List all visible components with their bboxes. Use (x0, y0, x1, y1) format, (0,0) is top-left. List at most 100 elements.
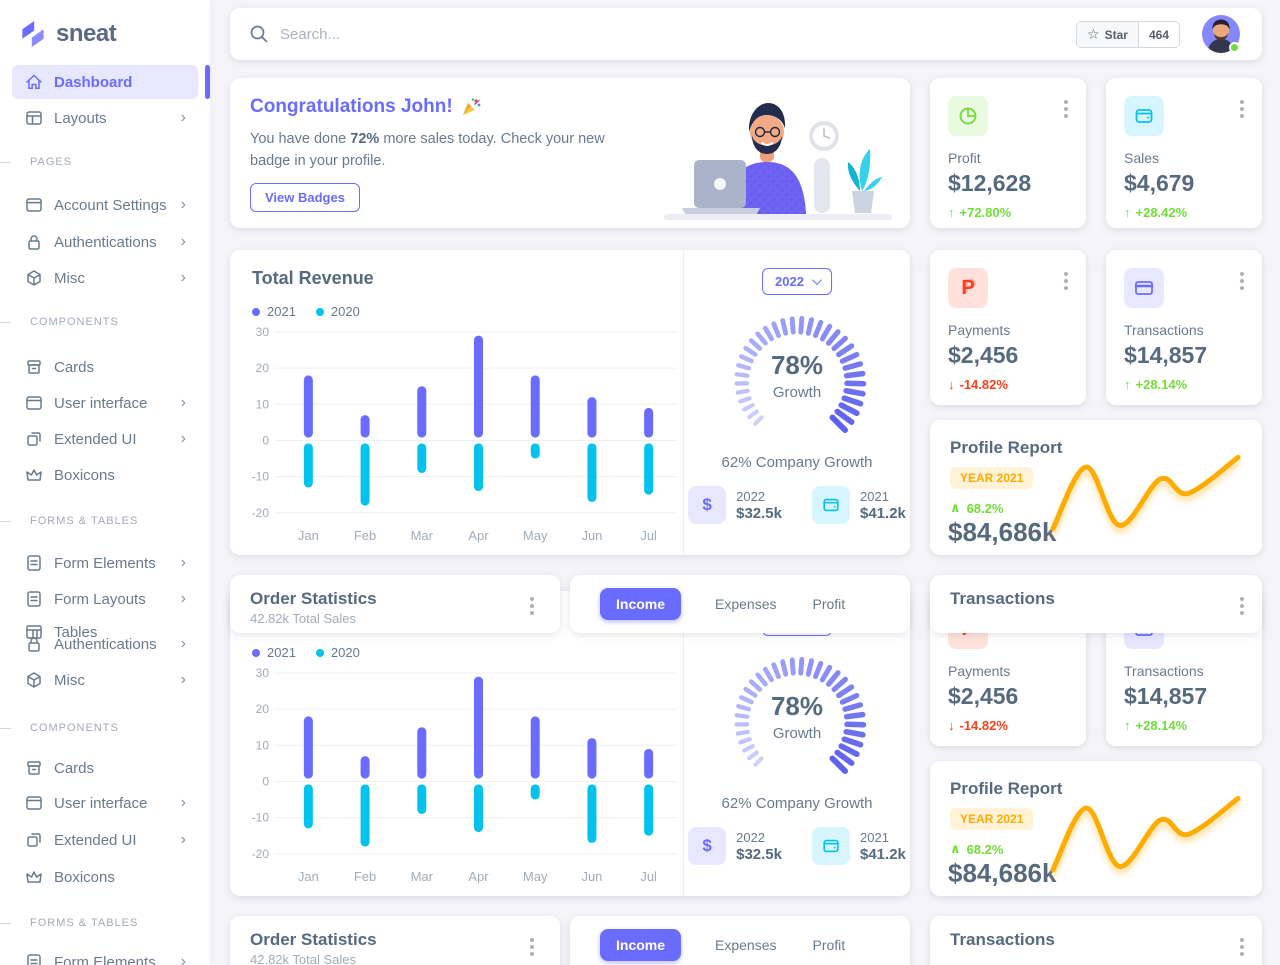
chart-legend: 2021 2020 (252, 645, 360, 660)
sidebar-item-cards[interactable]: Cards (12, 350, 198, 384)
svg-text:Apr: Apr (468, 869, 489, 884)
extended-ui-icon (27, 432, 41, 446)
total-revenue-chart-section: Total Revenue 2021 2020 30 20 10 0 -10 -20 Jan F… (230, 250, 683, 555)
tab-profit[interactable]: Profit (811, 929, 848, 961)
transactions-card-menu-button[interactable] (1236, 268, 1248, 294)
search-input[interactable] (280, 8, 660, 60)
chevron-right-icon: › (180, 831, 186, 848)
svg-text:10: 10 (256, 397, 270, 411)
payments-delta: ↓ -14.82% (948, 718, 1008, 733)
svg-text:May: May (523, 869, 548, 884)
total-revenue-card: Total Revenue 2021 2020 30 20 10 0 -10 -20 Jan F… (230, 250, 910, 555)
transactions-panel-menu-button[interactable] (1236, 934, 1248, 960)
crown-icon (26, 871, 42, 883)
profile-report-delta: ∧ 68.2% (950, 841, 1004, 857)
sales-card-menu-button[interactable] (1236, 96, 1248, 122)
sidebar-item-form-layouts[interactable]: Form Layouts › (12, 582, 198, 616)
profile-report-sparkline (1050, 454, 1241, 532)
star-label: Star (1104, 27, 1128, 42)
svg-text:-10: -10 (252, 811, 270, 825)
sidebar-item-account-settings[interactable]: Account Settings › (12, 188, 198, 222)
legend-item-2020[interactable]: 2020 (315, 645, 360, 660)
sidebar-item-extended-ui[interactable]: Extended UI › (12, 422, 198, 456)
revenue-bar-chart: 30 20 10 0 -10 -20 Jan Feb Mar Apr May Jun Jul (252, 325, 677, 543)
form-icon (27, 591, 41, 607)
legend-item-2021[interactable]: 2021 (252, 645, 296, 660)
nav-scroll-indicator[interactable] (205, 65, 210, 99)
growth-label: Growth (772, 725, 822, 742)
year-select-dropdown[interactable]: 2022 (762, 268, 832, 295)
year-badge: YEAR 2021 (950, 467, 1034, 489)
svg-text:Jun: Jun (581, 869, 602, 884)
chevron-right-icon: › (180, 554, 186, 571)
year-2022-stat: $ 2022 $32.5k (688, 827, 782, 865)
sidebar-section-forms-tables: FORMS & TABLES (0, 913, 210, 933)
transactions-label: Transactions (1124, 663, 1204, 679)
svg-text:Feb: Feb (354, 869, 376, 884)
avatar[interactable] (1202, 15, 1240, 53)
payments-card-menu-button[interactable] (1060, 268, 1072, 294)
tab-expenses[interactable]: Expenses (713, 929, 778, 961)
svg-text:Jan: Jan (298, 528, 319, 543)
tab-expenses[interactable]: Expenses (713, 588, 778, 620)
wallet-icon (1124, 96, 1164, 136)
sidebar-item-user-interface[interactable]: User interface › (12, 386, 198, 420)
view-badges-button[interactable]: View Badges (250, 183, 360, 212)
tab-income[interactable]: Income (600, 588, 682, 620)
transactions-delta: ↑ +28.14% (1124, 718, 1188, 733)
svg-text:0: 0 (262, 433, 269, 447)
payments-label: Payments (948, 663, 1011, 679)
transactions-panel-card: Transactions (930, 575, 1262, 633)
profile-report-card-duplicate: Profile Report YEAR 2021 ∧ 68.2% $84,686k (930, 761, 1262, 896)
sidebar-item-form-elements[interactable]: Form Elements › (12, 945, 198, 965)
transactions-panel-menu-button[interactable] (1236, 593, 1248, 619)
brand-logo[interactable]: sneat (20, 20, 117, 48)
tab-income[interactable]: Income (600, 929, 682, 961)
svg-text:0: 0 (262, 774, 269, 788)
chevron-right-icon: › (180, 233, 186, 250)
tab-profit[interactable]: Profit (811, 588, 848, 620)
order-statistics-menu-button[interactable] (526, 934, 538, 960)
order-statistics-card-bottom: Order Statistics 42.82k Total Sales (230, 916, 560, 965)
profile-report-card: Profile Report YEAR 2021 ∧ 68.2% $84,686k (930, 420, 1262, 555)
legend-item-2020[interactable]: 2020 (315, 304, 360, 319)
legend-item-2021[interactable]: 2021 (252, 304, 296, 319)
sidebar-item-authentications[interactable]: Authentications › (12, 627, 198, 661)
chart-pie-icon (948, 96, 988, 136)
credit-card-icon (1124, 268, 1164, 308)
payments-label: Payments (948, 322, 1011, 338)
wallet-icon (812, 827, 850, 865)
year-badge: YEAR 2021 (950, 808, 1034, 830)
home-icon (26, 74, 42, 89)
income-tabs-card: Income Expenses Profit (570, 575, 910, 633)
growth-value: 78% (770, 350, 824, 380)
payments-value: $2,456 (948, 683, 1019, 709)
order-statistics-menu-button[interactable] (526, 593, 538, 619)
sidebar-item-extended-ui[interactable]: Extended UI › (12, 823, 198, 857)
github-star-button[interactable]: ☆ Star 464 (1076, 21, 1180, 48)
transactions-panel-card-bottom: Transactions (930, 916, 1262, 965)
transactions-panel-title: Transactions (950, 589, 1055, 608)
profit-delta: ↑ +72.80% (948, 205, 1012, 220)
chevron-right-icon: › (180, 671, 186, 688)
sidebar-item-cards[interactable]: Cards (12, 751, 198, 785)
profit-card-menu-button[interactable] (1060, 96, 1072, 122)
sidebar-item-form-elements[interactable]: Form Elements › (12, 546, 198, 580)
transactions-card: Transactions $14,857 ↑ +28.14% (1106, 250, 1262, 405)
profit-label: Profit (948, 150, 981, 166)
svg-text:Apr: Apr (468, 528, 489, 543)
sidebar-section-components: COMPONENTS (0, 312, 210, 332)
congrats-title: Congratulations John! (250, 96, 453, 117)
sidebar-item-layouts[interactable]: Layouts › (12, 101, 198, 135)
sidebar-item-dashboard[interactable]: Dashboard (12, 65, 198, 99)
congrats-body: You have done 72% more sales today. Chec… (250, 131, 605, 170)
sidebar-item-user-interface[interactable]: User interface › (12, 786, 198, 820)
sidebar-item-tables[interactable]: Tables (12, 615, 198, 649)
sidebar-item-misc[interactable]: Misc › (12, 261, 198, 295)
sidebar-item-misc[interactable]: Misc › (12, 663, 198, 697)
year-2021-stat: 2021 $41.2k (812, 827, 906, 865)
sidebar-item-boxicons[interactable]: Boxicons (12, 860, 198, 894)
growth-section: 2022 78% Growth 62% Company Growth $ 202… (683, 250, 910, 555)
sidebar-item-boxicons[interactable]: Boxicons (12, 458, 198, 492)
sidebar-item-authentications[interactable]: Authentications › (12, 225, 198, 259)
